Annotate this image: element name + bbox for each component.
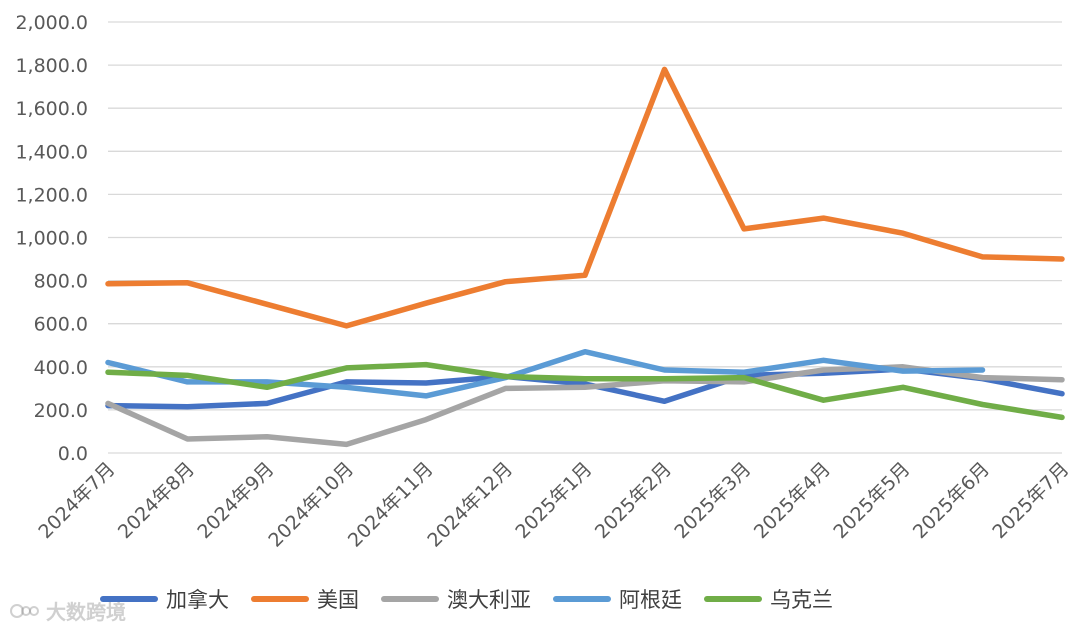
x-axis-ticks: 2024年7月2024年8月2024年9月2024年10月2024年11月202…	[34, 458, 1073, 552]
legend-swatch-ukraine	[704, 596, 762, 602]
legend-item-canada: 加拿大	[100, 584, 229, 614]
x-tick-label: 2025年3月	[670, 458, 755, 543]
legend-swatch-australia	[381, 596, 439, 602]
y-tick-label: 200.0	[34, 400, 88, 422]
watermark-text: 大数跨境	[46, 600, 126, 624]
y-tick-label: 1,000.0	[15, 228, 88, 250]
y-tick-label: 1,400.0	[15, 141, 88, 163]
watermark: 大数跨境	[10, 596, 126, 625]
legend-swatch-canada	[100, 596, 158, 602]
legend-swatch-usa	[251, 596, 309, 602]
watermark-logo-icon	[10, 603, 39, 618]
legend-item-usa: 美国	[251, 584, 359, 614]
series-line-4	[105, 361, 1065, 421]
grid-lines	[108, 21, 1062, 454]
legend-label-argentina: 阿根廷	[619, 588, 682, 612]
y-tick-label: 1,600.0	[15, 98, 88, 120]
y-tick-label: 1,800.0	[15, 55, 88, 77]
legend-label-ukraine: 乌克兰	[770, 588, 833, 612]
legend-item-argentina: 阿根廷	[553, 584, 682, 614]
legend-item-australia: 澳大利亚	[381, 584, 531, 614]
legend-swatch-argentina	[553, 596, 611, 602]
legend-label-canada: 加拿大	[166, 588, 229, 612]
legend-label-usa: 美国	[317, 588, 359, 612]
legend-item-ukraine: 乌克兰	[704, 584, 833, 614]
x-tick-label: 2025年4月	[750, 458, 835, 543]
legend: 加拿大 美国 澳大利亚 阿根廷 乌克兰	[100, 584, 855, 614]
y-tick-label: 1,200.0	[15, 184, 88, 206]
x-tick-label: 2025年2月	[591, 458, 676, 543]
series-line-1	[105, 66, 1065, 329]
y-tick-label: 800.0	[34, 271, 88, 293]
x-tick-label: 2025年6月	[909, 458, 994, 543]
y-tick-label: 0.0	[58, 443, 88, 465]
x-tick-label: 2024年8月	[114, 458, 199, 543]
x-tick-label: 2024年7月	[34, 458, 119, 543]
y-tick-label: 400.0	[34, 357, 88, 379]
y-tick-label: 600.0	[34, 314, 88, 336]
y-tick-label: 2,000.0	[15, 12, 88, 34]
x-tick-label: 2025年1月	[511, 458, 596, 543]
x-tick-label: 2024年12月	[423, 458, 517, 552]
x-tick-label: 2025年5月	[829, 458, 914, 543]
x-tick-label: 2025年7月	[988, 458, 1073, 543]
y-axis-ticks: 0.0 200.0 400.0 600.0 800.0 1,000.0 1,200.0 1,4…	[15, 12, 88, 465]
series-line-3	[105, 348, 986, 399]
series-line-2	[105, 364, 1065, 448]
legend-label-australia: 澳大利亚	[447, 588, 531, 612]
x-tick-label: 2024年9月	[193, 458, 278, 543]
series-lines	[105, 66, 1065, 448]
